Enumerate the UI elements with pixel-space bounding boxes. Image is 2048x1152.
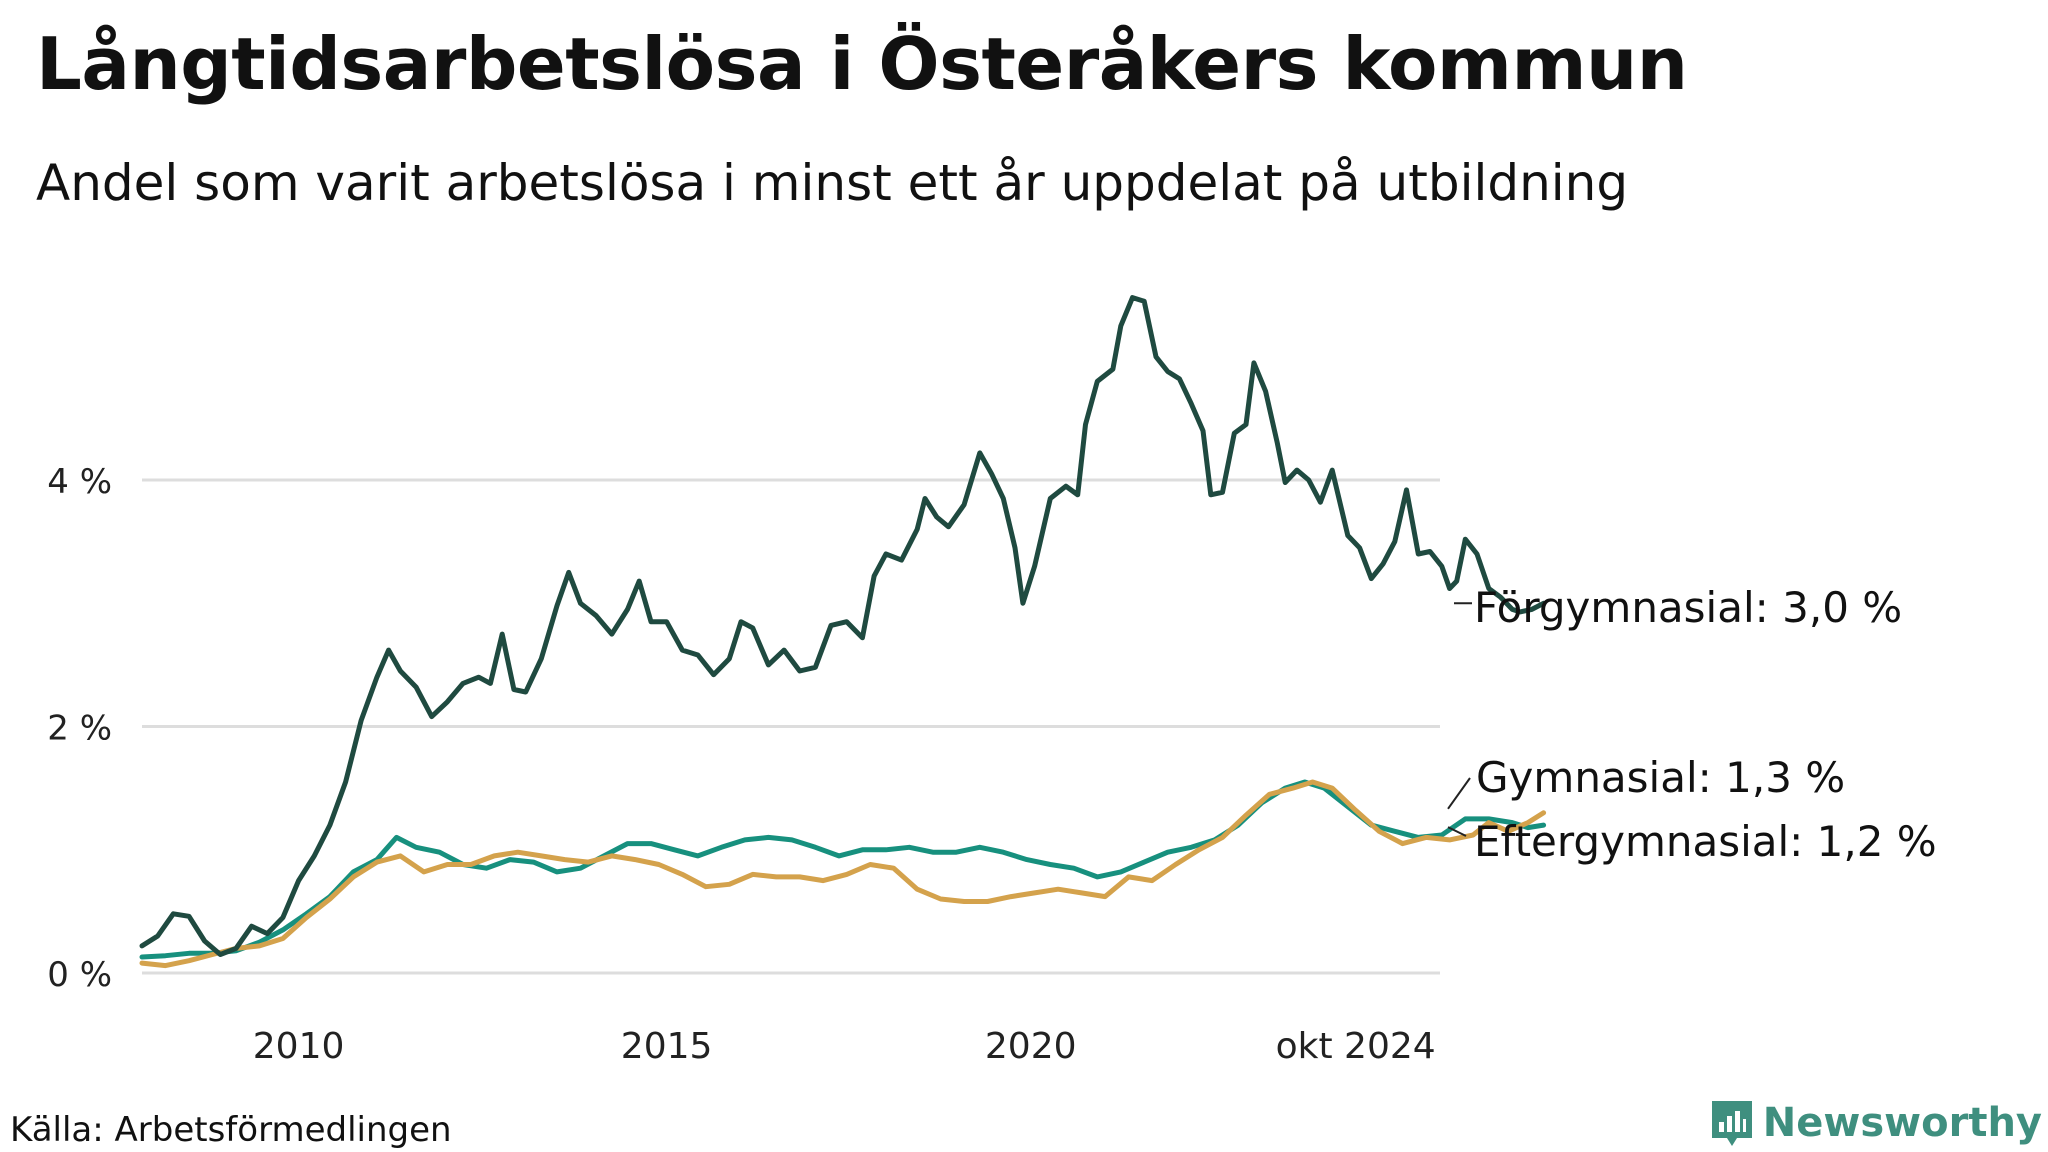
grid-layer: 0 % 2 % 4 % 2010 2015 2020 okt 2024 [47,462,1440,1067]
y-tick-label: 0 % [47,955,112,995]
series-end-label-gymnasial: Gymnasial: 1,3 % [1476,753,1845,802]
label-connector [1447,826,1467,837]
x-tick-label: 2010 [253,1026,345,1067]
series-end-label-förgymnasial: Förgymnasial: 3,0 % [1474,583,1902,632]
line-chart: 0 % 2 % 4 % 2010 2015 2020 okt 2024 Förgymnasi… [47,295,1937,1067]
label-connector [1447,777,1471,810]
chart-title: Långtidsarbetslösa i Österåkers kommun [36,22,1688,106]
x-tick-label: 2015 [621,1026,713,1067]
series-line-gymnasial [139,779,1547,969]
source-note: Källa: Arbetsförmedlingen [10,1110,452,1150]
series-layer [139,295,1547,969]
x-tick-label: okt 2024 [1276,1026,1436,1067]
label-layer: Förgymnasial: 3,0 % Gymnasial: 1,3 % Efter… [1447,583,1937,866]
newsworthy-bar-chart-icon [1711,1101,1752,1146]
newsworthy-logo: Newsworthy [1709,1098,2042,1148]
series-line-förgymnasial [139,295,1547,957]
y-tick-label: 4 % [47,462,112,502]
series-line-eftergymnasial [139,779,1547,960]
y-tick-label: 2 % [47,709,112,749]
series-end-label-eftergymnasial: Eftergymnasial: 1,2 % [1474,817,1937,866]
x-tick-label: 2020 [985,1026,1077,1067]
brand-name: Newsworthy [1762,1100,2042,1146]
chart-subtitle: Andel som varit arbetslösa i minst ett å… [36,154,1629,212]
